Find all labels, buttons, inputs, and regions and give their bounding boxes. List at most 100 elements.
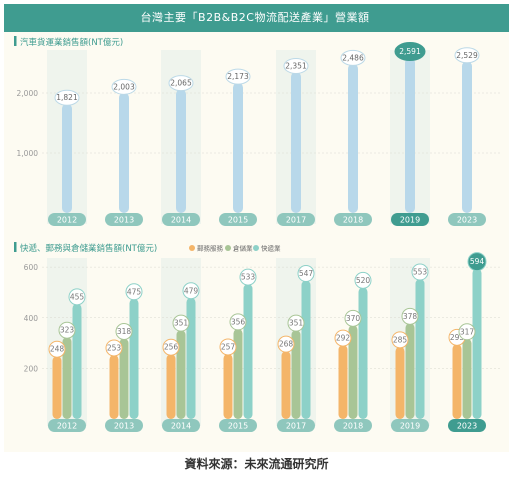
bar	[119, 338, 129, 419]
bar	[338, 345, 348, 419]
value-bubble	[391, 331, 409, 349]
bar-value-label: 1,821	[56, 93, 78, 102]
value-bubble	[287, 314, 305, 332]
chart-title: 台灣主要「B2B&B2C物流配送產業」營業額	[140, 11, 370, 24]
bar-value-label: 295	[450, 333, 465, 342]
legend-swatch	[253, 245, 259, 251]
bar-value-label: 2,591	[399, 47, 421, 56]
bar	[119, 92, 129, 213]
value-bubble	[283, 57, 309, 74]
bar-value-label: 2,003	[113, 82, 135, 91]
bar-value-label: 370	[346, 314, 361, 323]
bar-value-label: 268	[279, 340, 294, 349]
bar	[405, 323, 415, 419]
x-tick-label: 2019	[400, 422, 420, 431]
x-tick-label: 2018	[343, 422, 363, 431]
header-stripe	[4, 4, 509, 32]
x-tick-label: 2023	[457, 216, 477, 225]
year-pill	[334, 213, 372, 226]
year-pill	[277, 213, 315, 226]
bar-value-label: 317	[460, 327, 475, 336]
bar	[301, 280, 311, 419]
value-bubble	[68, 288, 86, 306]
bar-value-label: 2,065	[170, 79, 192, 88]
section-marker	[14, 36, 17, 46]
x-tick-label: 2019	[400, 216, 420, 225]
bar	[129, 298, 139, 419]
bar	[291, 71, 301, 213]
bar	[281, 351, 291, 419]
x-tick-label: 2014	[171, 216, 191, 225]
value-bubble	[54, 89, 80, 106]
bar	[233, 328, 243, 419]
year-pill	[162, 213, 200, 226]
bar	[462, 338, 472, 419]
bar-value-label: 323	[60, 326, 75, 335]
bar	[472, 268, 482, 419]
bar	[462, 61, 472, 214]
bar-value-label: 253	[107, 343, 122, 352]
bar	[109, 354, 119, 419]
bar	[358, 287, 368, 419]
value-bubble	[111, 78, 137, 95]
value-bubble	[401, 307, 419, 325]
section-marker	[14, 242, 17, 252]
bar	[415, 279, 425, 419]
y-tick-label: 200	[24, 364, 39, 373]
bar-value-label: 285	[393, 335, 408, 344]
year-pill	[334, 419, 372, 432]
x-tick-label: 2014	[171, 422, 191, 431]
bar	[62, 337, 72, 419]
value-bubble	[334, 329, 352, 347]
bar-value-label: 479	[184, 286, 199, 295]
bar-value-label: 292	[336, 334, 351, 343]
bar	[452, 344, 462, 419]
y-tick-label: 600	[24, 263, 39, 272]
bar	[405, 57, 415, 213]
x-tick-label: 2013	[114, 216, 134, 225]
x-tick-label: 2013	[114, 422, 134, 431]
bar	[233, 82, 243, 214]
value-bubble	[277, 335, 295, 353]
value-bubble	[454, 47, 480, 64]
year-pill	[105, 419, 143, 432]
bar	[166, 354, 176, 419]
bar-value-label: 378	[403, 312, 418, 321]
source-note: 資料來源：未來流通研究所	[184, 457, 329, 471]
bar	[62, 103, 72, 213]
value-bubble	[125, 283, 143, 301]
value-bubble	[219, 338, 237, 356]
value-bubble	[411, 263, 429, 281]
bar-value-label: 256	[164, 343, 179, 352]
legend-swatch	[225, 245, 231, 251]
value-bubble	[229, 313, 247, 331]
bar-value-label: 257	[221, 342, 236, 351]
legend-swatch	[189, 245, 195, 251]
bar-value-label: 2,529	[456, 51, 478, 60]
bar	[176, 89, 186, 213]
value-bubble	[354, 271, 372, 289]
bar	[223, 353, 233, 419]
x-tick-label: 2015	[228, 422, 248, 431]
value-bubble	[458, 323, 476, 341]
x-tick-label: 2018	[343, 216, 363, 225]
y-tick-label: 400	[24, 314, 39, 323]
x-tick-label: 2012	[57, 422, 77, 431]
bar	[348, 63, 358, 214]
value-bubble	[297, 265, 315, 283]
bar	[348, 325, 358, 419]
year-pill	[48, 419, 86, 432]
y-tick-label: 1,000	[17, 149, 39, 158]
value-bubble	[105, 339, 123, 357]
value-bubble	[168, 75, 194, 92]
value-bubble	[48, 340, 66, 358]
year-pill	[448, 419, 486, 432]
x-tick-label: 2017	[286, 216, 306, 225]
bar-value-label: 2,486	[342, 53, 364, 62]
value-bubble	[162, 338, 180, 356]
value-bubble	[394, 42, 426, 62]
value-bubble	[344, 309, 362, 327]
bar-value-label: 356	[231, 317, 246, 326]
bar-value-label: 318	[117, 327, 132, 336]
